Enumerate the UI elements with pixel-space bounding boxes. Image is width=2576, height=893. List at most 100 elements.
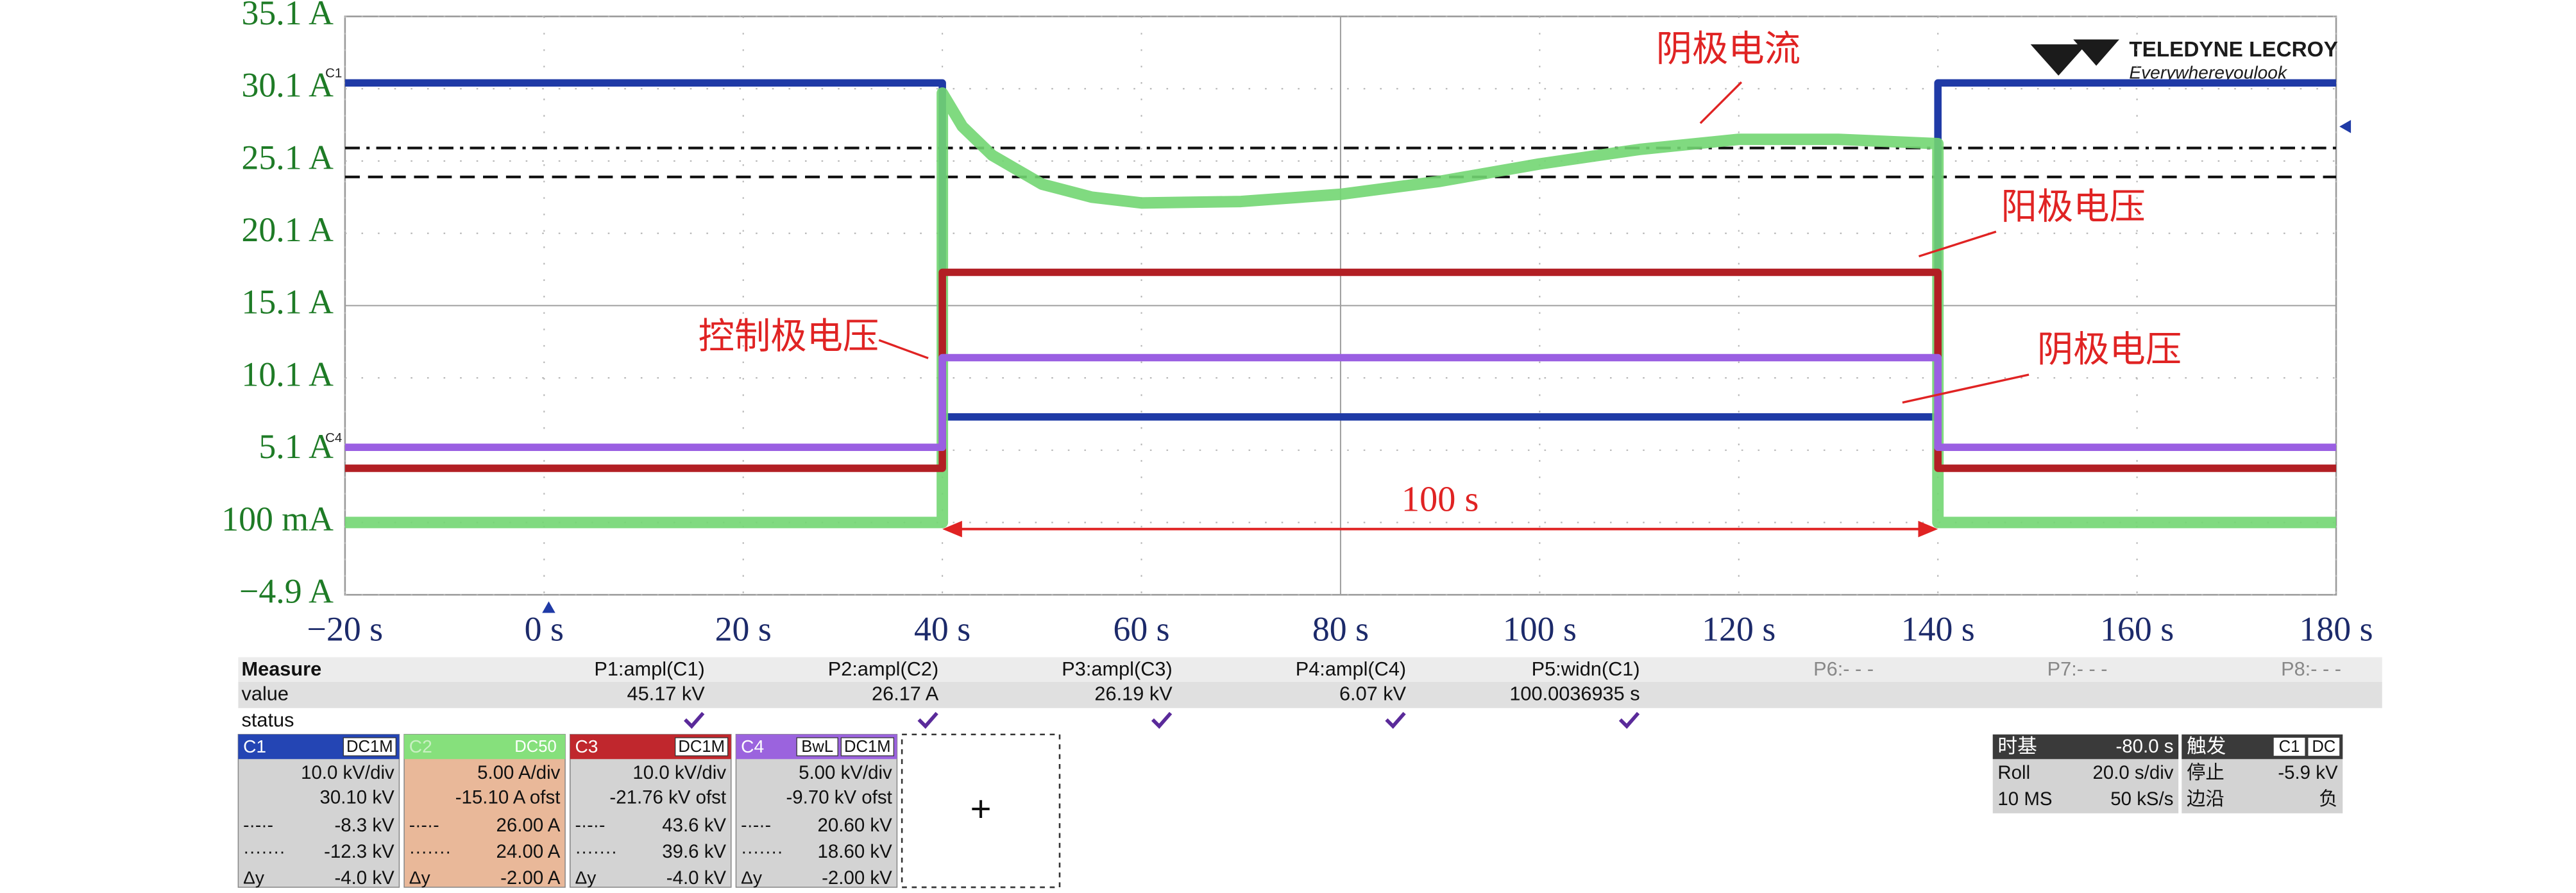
cursor-value[interactable]: 43.6 kV xyxy=(662,815,726,836)
cursor-value[interactable]: 26.00 A xyxy=(496,815,561,836)
channel-name[interactable]: C3 xyxy=(575,736,598,756)
measure-value: 26.17 A xyxy=(872,683,939,705)
cursor-value[interactable]: 39.6 kV xyxy=(662,841,726,862)
y-tick-label: 10.1 A xyxy=(242,355,334,393)
cursor-value[interactable]: -4.0 kV xyxy=(334,867,394,889)
cursor-symbol[interactable]: -·-·- xyxy=(575,815,605,835)
cursor-value[interactable]: -12.3 kV xyxy=(324,841,394,862)
channel-panel[interactable]: C1 DC1M 10.0 kV/div 30.10 kV -·-·- -8.3 kV ···… xyxy=(237,734,400,889)
channel-panel[interactable]: C4 DC1M BwL 5.00 kV/div -9.70 kV ofst -·-·- 20… xyxy=(735,734,898,889)
status-check xyxy=(684,711,705,729)
measure-param: P6:- - - xyxy=(1813,658,1874,680)
label-leader xyxy=(1902,373,2029,404)
x-tick-label: 100 s xyxy=(1503,609,1577,648)
cursor-value[interactable]: -2.00 A xyxy=(500,867,561,889)
y-tick-label: 15.1 A xyxy=(242,283,334,321)
panel-header[interactable] xyxy=(1992,734,2179,760)
series-label: 阳极电压 xyxy=(2001,187,2146,227)
cursor-value[interactable]: -2.00 kV xyxy=(822,867,892,889)
cursor-symbol[interactable]: Δy xyxy=(575,867,597,888)
panel-row-label[interactable]: Roll xyxy=(1997,762,2030,783)
channel-name[interactable]: C4 xyxy=(741,736,764,756)
cursor-symbol[interactable]: Δy xyxy=(243,867,265,888)
channel-name[interactable]: C1 xyxy=(243,736,266,756)
x-tick-label: 120 s xyxy=(1702,609,1775,648)
measure-row-label: value xyxy=(242,683,289,705)
measure-value: 6.07 kV xyxy=(1339,683,1407,705)
coupling-label[interactable]: DC1M xyxy=(678,738,725,756)
cursor-value[interactable]: -4.0 kV xyxy=(666,867,727,889)
badge-label[interactable]: DC xyxy=(2312,738,2335,756)
label-leader xyxy=(1918,230,1997,258)
coupling-label[interactable]: BwL xyxy=(801,738,833,756)
coupling-badge[interactable] xyxy=(509,737,562,756)
measure-param: P7:- - - xyxy=(2047,658,2108,680)
coupling-badge[interactable] xyxy=(675,737,729,756)
coupling-badge[interactable] xyxy=(840,737,894,756)
cursor-symbol[interactable]: -·-·- xyxy=(243,815,273,835)
timebase-panel[interactable]: 时基 -80.0 s Roll 20.0 s/div 10 MS 50 kS/s xyxy=(1992,734,2179,813)
x-tick-label: 20 s xyxy=(715,609,772,648)
cursor-symbol[interactable]: -·-·- xyxy=(741,815,771,835)
cursor-symbol[interactable]: Δy xyxy=(741,867,763,888)
panel-row-label[interactable]: 停止 xyxy=(2187,762,2224,783)
channel-offset[interactable]: -9.70 kV ofst xyxy=(786,787,892,808)
y-tick-label: 25.1 A xyxy=(242,138,334,176)
panel-row-value[interactable]: 负 xyxy=(2319,788,2337,810)
trigger-panel[interactable]: 触发 DC C1 停止 -5.9 kV 边沿 负 xyxy=(2182,734,2343,813)
panel-title[interactable]: 触发 xyxy=(2187,735,2226,757)
x-tick-label: −20 s xyxy=(307,609,383,648)
cursor-symbol[interactable]: ······· xyxy=(575,841,617,862)
cursor-symbol[interactable]: -·-·- xyxy=(409,815,439,835)
coupling-badge[interactable] xyxy=(343,737,396,756)
cursor-symbol[interactable]: ······· xyxy=(243,841,285,862)
panel-row-label[interactable]: 边沿 xyxy=(2187,788,2224,810)
channel-scale[interactable]: 10.0 kV/div xyxy=(301,762,394,783)
label-leader xyxy=(878,339,929,359)
add-button-label[interactable]: + xyxy=(970,788,992,829)
channel-scale[interactable]: 10.0 kV/div xyxy=(632,762,726,783)
cursor-symbol[interactable]: ······· xyxy=(409,841,452,862)
channel-panel[interactable]: C2 DC50 5.00 A/div -15.10 A ofst -·-·- 26.00 … xyxy=(403,734,566,889)
coupling-label[interactable]: DC1M xyxy=(844,738,891,756)
panel-value[interactable]: -80.0 s xyxy=(2115,736,2173,757)
badge[interactable] xyxy=(2308,737,2340,756)
cursor-value[interactable]: 20.60 kV xyxy=(818,815,893,836)
trace xyxy=(344,79,2337,421)
channel-scale[interactable]: 5.00 A/div xyxy=(477,762,561,783)
cursor-value[interactable]: -8.3 kV xyxy=(334,815,394,836)
channel-name[interactable]: C2 xyxy=(409,736,432,756)
badge[interactable] xyxy=(2273,737,2305,756)
cursor-symbol[interactable]: Δy xyxy=(409,867,431,888)
y-tick-label: 100 mA xyxy=(221,500,334,538)
badge-label[interactable]: C1 xyxy=(2279,738,2300,756)
measure-title: Measure xyxy=(242,658,322,680)
add-button-frame[interactable] xyxy=(901,733,1061,889)
cursor-value[interactable]: 24.00 A xyxy=(496,841,561,862)
coupling-badge[interactable] xyxy=(796,737,838,756)
add-button[interactable]: + xyxy=(901,733,1061,889)
channel-offset[interactable]: -21.76 kV ofst xyxy=(609,787,726,808)
panel-row-value[interactable]: 50 kS/s xyxy=(2110,788,2173,810)
panel-row-value[interactable]: -5.9 kV xyxy=(2278,762,2338,783)
cursor-symbol[interactable]: ······· xyxy=(741,841,783,862)
label-leader xyxy=(1699,81,1743,124)
channel-offset[interactable]: 30.10 kV xyxy=(320,787,395,808)
channel-offset[interactable]: -15.10 A ofst xyxy=(455,787,561,808)
panel-body[interactable] xyxy=(237,734,400,888)
panel-body[interactable] xyxy=(735,734,898,888)
channel-marker: C4 xyxy=(325,430,342,445)
channel-panel[interactable]: C3 DC1M 10.0 kV/div -21.76 kV ofst-·-·- 43.6… xyxy=(569,734,732,889)
trace xyxy=(344,87,2337,529)
panel-body[interactable] xyxy=(403,734,566,888)
cursor-value[interactable]: 18.60 kV xyxy=(818,841,893,862)
coupling-label[interactable]: DC50 xyxy=(514,738,556,756)
channel-scale[interactable]: 5.00 kV/div xyxy=(799,762,892,783)
panel-body[interactable] xyxy=(569,734,732,888)
panel-row-label[interactable]: 10 MS xyxy=(1997,788,2052,810)
status-check xyxy=(1151,711,1173,729)
panel-title[interactable]: 时基 xyxy=(1997,735,2037,757)
measure-value: 45.17 kV xyxy=(627,683,706,705)
panel-row-value[interactable]: 20.0 s/div xyxy=(2092,762,2173,783)
coupling-label[interactable]: DC1M xyxy=(346,738,393,756)
